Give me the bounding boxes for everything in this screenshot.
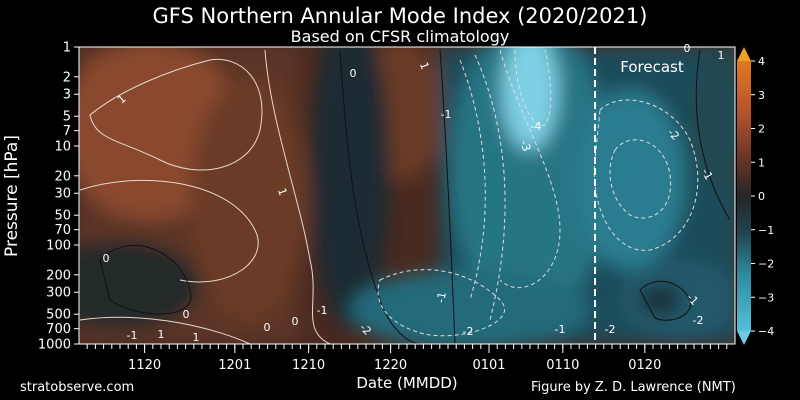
colorbar-top-arrow: [737, 47, 751, 61]
colorbar-tick-label: 0: [758, 190, 765, 203]
contour-label: 1: [158, 328, 165, 341]
colorbar: 4 3 2 1 0 −1 −2 −3 −4: [737, 47, 774, 345]
x-axis-label: Date (MMDD): [356, 374, 457, 392]
x-tick-label: 1210: [292, 358, 325, 373]
x-tick-label: 0120: [628, 358, 661, 373]
contour-label: -2: [693, 314, 704, 327]
x-tick-label: 0101: [472, 358, 505, 373]
y-tick-label: 70: [54, 223, 71, 238]
contour-label: -1: [317, 304, 328, 317]
y-tick-label: 3: [63, 88, 71, 103]
colorbar-ticks: 4 3 2 1 0 −1 −2 −3 −4: [751, 55, 774, 338]
contour-label: 1: [193, 331, 200, 344]
contour-label: 1: [718, 49, 725, 62]
forecast-label: Forecast: [620, 58, 684, 76]
colorbar-body: [737, 61, 751, 331]
colorbar-bottom-arrow: [737, 331, 751, 345]
contour-label: 0: [292, 315, 299, 328]
y-tick-label: 700: [46, 322, 71, 337]
author-credit: Figure by Z. D. Lawrence (NMT): [531, 380, 736, 395]
colorbar-tick-label: −3: [758, 291, 774, 304]
contour-label: -2: [463, 325, 474, 338]
x-tick-label: 0110: [546, 358, 579, 373]
x-axis: 1120 1201 1210 1220 0101 0110 0120: [86, 344, 728, 373]
y-tick-label: 7: [63, 124, 71, 139]
x-tick-label: 1220: [374, 358, 407, 373]
contour-label: 0: [264, 321, 271, 334]
y-axis-label: Pressure [hPa]: [2, 135, 22, 257]
y-tick-label: 100: [46, 239, 71, 254]
colorbar-tick-label: 2: [758, 123, 765, 136]
y-tick-label: 1: [63, 41, 71, 56]
y-tick-label: 200: [46, 268, 71, 283]
plot-area: [79, 47, 735, 344]
contour-label: 0: [350, 67, 357, 80]
x-tick-label: 1120: [128, 358, 161, 373]
y-tick-label: 300: [46, 286, 71, 301]
contour-label: -4: [531, 120, 542, 133]
contour-label: 1: [275, 186, 290, 197]
y-tick-label: 2: [63, 70, 71, 85]
colorbar-tick-label: −1: [758, 224, 774, 237]
chart-subtitle: Based on CFSR climatology: [290, 27, 510, 46]
y-tick-label: 10: [54, 140, 71, 155]
colorbar-tick-label: 4: [758, 55, 765, 68]
chart-title: GFS Northern Annular Mode Index (2020/20…: [152, 4, 648, 28]
contour-label: -2: [605, 323, 616, 336]
contour-label: -1: [555, 323, 566, 336]
colorbar-tick-label: 1: [758, 156, 765, 169]
contour-label: 0: [103, 252, 110, 265]
contour-label: 0: [684, 42, 691, 55]
colorbar-tick-label: 3: [758, 89, 765, 102]
y-tick-label: 1000: [38, 338, 71, 353]
contour-label: -1: [434, 291, 449, 304]
contour-lines: [79, 49, 731, 344]
contour-label: 0: [183, 308, 190, 321]
colorbar-tick-label: −2: [758, 258, 774, 271]
anomaly-field: [79, 47, 735, 344]
y-tick-label: 20: [54, 169, 71, 184]
site-credit: stratobserve.com: [20, 380, 135, 395]
colorbar-tick-label: −4: [758, 325, 774, 338]
contour-label: -3: [517, 138, 533, 153]
y-tick-label: 50: [54, 209, 71, 224]
y-tick-label: 500: [46, 308, 71, 323]
x-tick-label: 1201: [218, 358, 251, 373]
contour-label: -1: [441, 108, 452, 121]
y-tick-label: 5: [63, 110, 71, 125]
contour-label: -1: [127, 329, 138, 342]
contour-label: 1: [417, 60, 432, 71]
y-tick-label: 30: [54, 187, 71, 202]
